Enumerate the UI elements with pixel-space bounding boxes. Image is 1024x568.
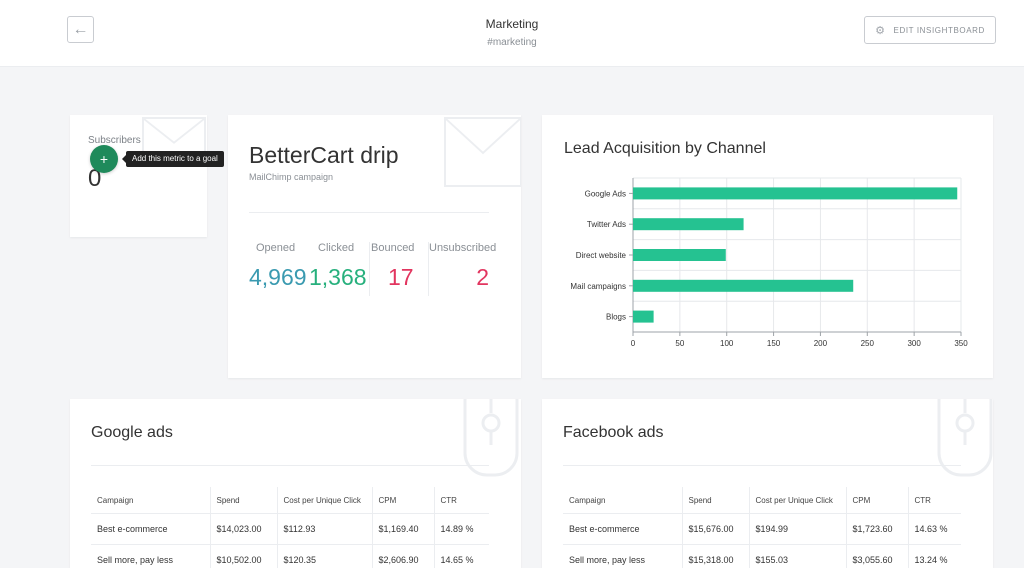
column-header: Campaign <box>563 487 683 514</box>
table-cell: $112.93 <box>277 513 373 545</box>
x-tick-label: 150 <box>767 339 781 348</box>
table-cell: Best e-commerce <box>91 513 211 545</box>
table-cell: $14,023.00 <box>210 513 278 545</box>
subscribers-card: Subscribers 0 <box>70 115 207 237</box>
y-tick-label: Direct website <box>576 251 627 260</box>
table-cell: Sell more, pay less <box>91 544 211 568</box>
chart-title: Lead Acquisition by Channel <box>564 140 766 157</box>
bar <box>633 310 654 323</box>
table-header-row: Campaign Spend Cost per Unique Click CPM… <box>563 487 961 514</box>
edit-insightboard-label: EDIT INSIGHTBOARD <box>893 25 985 35</box>
add-metric-tooltip: Add this metric to a goal <box>122 151 224 167</box>
campaign-title: BetterCart drip <box>249 142 399 168</box>
stat-bounced: Bounced 17 <box>370 242 428 296</box>
table-row: Sell more, pay less $15,318.00 $155.03 $… <box>563 544 961 568</box>
y-tick-label: Mail campaigns <box>570 282 626 291</box>
column-header: Campaign <box>91 487 211 514</box>
mouse-watermark-icon <box>937 399 993 477</box>
gear-icon: ⚙ <box>875 24 886 37</box>
mouse-watermark-icon <box>463 399 519 477</box>
bar <box>633 218 744 231</box>
x-tick-label: 50 <box>675 339 684 348</box>
stat-label: Opened <box>256 242 296 254</box>
table-cell: 14.65 % <box>434 544 489 568</box>
page-title: Marketing <box>485 17 539 31</box>
y-tick-label: Twitter Ads <box>587 220 626 229</box>
campaign-subtitle: MailChimp campaign <box>249 172 334 182</box>
column-header: CPM <box>846 487 909 514</box>
table-title: Facebook ads <box>563 424 664 441</box>
x-tick-label: 100 <box>720 339 734 348</box>
table-cell: $120.35 <box>277 544 373 568</box>
column-header: Cost per Unique Click <box>749 487 847 514</box>
table-row: Sell more, pay less $10,502.00 $120.35 $… <box>91 544 489 568</box>
bar <box>633 249 726 261</box>
stat-value: 2 <box>476 264 489 290</box>
column-header: CTR <box>908 487 961 514</box>
google-ads-table: Campaign Spend Cost per Unique Click CPM… <box>91 487 489 568</box>
y-tick-label: Google Ads <box>585 189 626 198</box>
stat-value: 4,969 <box>249 264 307 290</box>
divider <box>249 212 489 213</box>
stat-clicked: Clicked 1,368 <box>309 242 369 296</box>
table-cell: $15,676.00 <box>682 513 750 545</box>
stat-value: 1,368 <box>309 264 367 290</box>
x-tick-label: 350 <box>954 339 968 348</box>
stat-unsubscribed: Unsubscribed 2 <box>429 242 503 296</box>
table-cell: $15,318.00 <box>682 544 750 568</box>
page-title-block: Marketing #marketing <box>0 17 1024 48</box>
column-header: Spend <box>210 487 278 514</box>
table-cell: 14.63 % <box>908 513 961 545</box>
add-metric-to-goal-button[interactable]: + <box>90 145 118 173</box>
table-row: Best e-commerce $15,676.00 $194.99 $1,72… <box>563 513 961 545</box>
stat-separator <box>369 242 370 296</box>
table-cell: $155.03 <box>749 544 847 568</box>
stat-opened: Opened 4,969 <box>249 242 309 296</box>
x-tick-label: 0 <box>631 339 636 348</box>
back-button[interactable]: ← <box>67 16 94 43</box>
page-subtitle: #marketing <box>487 37 537 48</box>
facebook-ads-table: Campaign Spend Cost per Unique Click CPM… <box>563 487 961 568</box>
bar <box>633 187 958 200</box>
column-header: Cost per Unique Click <box>277 487 373 514</box>
header: ← Marketing #marketing ⚙ EDIT INSIGHTBOA… <box>0 0 1024 67</box>
x-tick-label: 200 <box>814 339 828 348</box>
stat-value: 17 <box>388 264 414 290</box>
column-header: CTR <box>434 487 489 514</box>
table-title: Google ads <box>91 424 173 441</box>
table-cell: Sell more, pay less <box>563 544 683 568</box>
facebook-ads-card: Facebook ads Campaign Spend Cost per Uni… <box>542 399 993 568</box>
lead-acquisition-chart: Google Ads Twitter Ads Direct website Mail … <box>570 177 968 348</box>
arrow-left-icon: ← <box>72 20 89 38</box>
stat-label: Unsubscribed <box>429 242 497 254</box>
stat-label: Bounced <box>371 242 415 254</box>
table-row: Best e-commerce $14,023.00 $112.93 $1,16… <box>91 513 489 545</box>
y-tick-label: Blogs <box>606 313 626 322</box>
x-tick-label: 300 <box>907 339 921 348</box>
envelope-watermark-icon <box>444 117 521 187</box>
subscribers-label: Subscribers <box>88 135 141 146</box>
edit-insightboard-button[interactable]: ⚙ EDIT INSIGHTBOARD <box>864 16 996 44</box>
table-cell: 13.24 % <box>908 544 961 568</box>
divider <box>563 465 961 466</box>
stat-separator <box>428 242 429 296</box>
lead-acquisition-card: Lead Acquisition by Channel Google Ads Tw… <box>542 115 993 378</box>
table-cell: $194.99 <box>749 513 847 545</box>
divider <box>91 465 489 466</box>
column-header: CPM <box>372 487 435 514</box>
bettercart-card: BetterCart drip MailChimp campaign Opene… <box>228 115 521 378</box>
table-cell: $2,606.90 <box>372 544 435 568</box>
table-cell: $1,169.40 <box>372 513 435 545</box>
table-cell: $3,055.60 <box>846 544 909 568</box>
table-cell: Best e-commerce <box>563 513 683 545</box>
table-header-row: Campaign Spend Cost per Unique Click CPM… <box>91 487 489 514</box>
table-cell: 14.89 % <box>434 513 489 545</box>
table-cell: $10,502.00 <box>210 544 278 568</box>
x-tick-label: 250 <box>861 339 875 348</box>
bar <box>633 279 854 292</box>
stat-label: Clicked <box>318 242 355 254</box>
table-cell: $1,723.60 <box>846 513 909 545</box>
google-ads-card: Google ads Campaign Spend Cost per Uniqu… <box>70 399 521 568</box>
column-header: Spend <box>682 487 750 514</box>
